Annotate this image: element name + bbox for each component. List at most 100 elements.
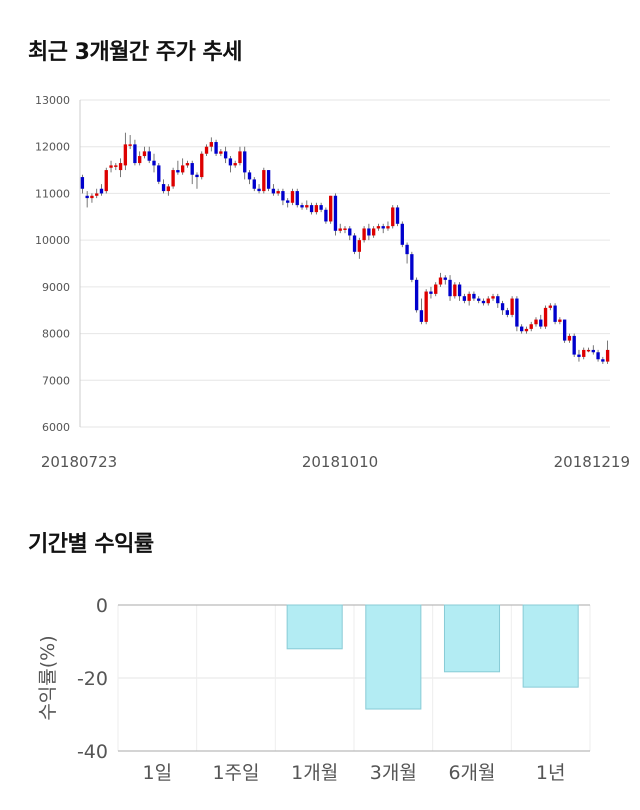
candle-body xyxy=(233,163,237,166)
x-tick-label: 6개월 xyxy=(448,762,495,784)
candle-body xyxy=(548,305,552,308)
y-tick-label: 8000 xyxy=(42,328,70,341)
y-tick-label: 9000 xyxy=(42,281,70,294)
y-tick-label: 11000 xyxy=(35,187,70,200)
candle-body xyxy=(114,165,118,167)
candle-body xyxy=(543,307,548,327)
x-tick-label: 3개월 xyxy=(370,762,417,784)
candle-body xyxy=(195,174,199,178)
y-tick-label: 0 xyxy=(96,595,108,617)
candle-body xyxy=(453,284,457,297)
candle-body xyxy=(448,279,452,297)
x-tick-label: 1주일 xyxy=(212,762,259,784)
candle-body xyxy=(424,291,428,322)
candle-body xyxy=(142,151,147,157)
candle-body xyxy=(553,305,557,322)
candle-body xyxy=(510,298,514,315)
candle-body xyxy=(572,335,576,355)
candle-body xyxy=(138,156,142,164)
candle-body xyxy=(381,226,385,229)
candle-body xyxy=(391,207,395,227)
candle-body xyxy=(524,328,529,332)
y-tick-label: 6000 xyxy=(42,421,70,434)
candle-body xyxy=(500,303,505,311)
candle-body xyxy=(462,296,467,301)
candle-body xyxy=(367,228,371,236)
candle-body xyxy=(228,158,233,166)
candle-body xyxy=(161,184,166,192)
candle-body xyxy=(104,170,108,192)
x-tick-label: 20181010 xyxy=(302,453,378,471)
candle-body xyxy=(266,170,271,189)
candle-body xyxy=(171,170,175,187)
candle-body xyxy=(586,349,591,352)
candle-body xyxy=(410,254,414,280)
candle-body xyxy=(558,319,562,322)
candle-body xyxy=(457,284,462,297)
candle-body xyxy=(133,144,137,164)
candle-body xyxy=(601,359,605,362)
candle-body xyxy=(386,226,390,229)
y-tick-label: 10000 xyxy=(35,234,70,247)
candle-body xyxy=(157,165,161,182)
y-axis-label: 수익률(%) xyxy=(37,635,59,720)
return-bar xyxy=(443,604,501,673)
period-return-title: 기간별 수익률 xyxy=(28,532,154,557)
candle-body xyxy=(539,319,543,327)
candle-body xyxy=(118,163,123,171)
x-tick-label: 20181219 xyxy=(554,453,630,471)
candle-body xyxy=(515,298,519,327)
candle-body xyxy=(295,191,299,206)
candle-body xyxy=(128,144,132,146)
candle-body xyxy=(371,228,376,236)
return-bar xyxy=(522,604,579,688)
candle-body xyxy=(505,310,510,315)
candle-body xyxy=(314,205,319,213)
candle-body xyxy=(238,151,242,164)
return-bar xyxy=(365,604,422,710)
candle-body xyxy=(290,191,295,203)
candle-body xyxy=(200,153,204,178)
candle-body xyxy=(529,324,533,329)
candle-body xyxy=(362,228,366,241)
candle-body xyxy=(472,293,476,299)
candle-body xyxy=(262,170,266,192)
candle-body xyxy=(305,205,309,208)
candle-body xyxy=(477,298,481,301)
candle-body xyxy=(534,319,538,325)
candle-body xyxy=(190,163,194,175)
candle-body xyxy=(176,170,180,173)
candle-body xyxy=(400,223,404,245)
candle-body xyxy=(271,188,276,194)
candle-body xyxy=(519,326,524,332)
candle-body xyxy=(352,235,357,252)
candle-body xyxy=(324,209,328,222)
candle-body xyxy=(185,163,190,166)
candle-body xyxy=(147,151,151,161)
candle-body xyxy=(329,195,333,222)
candle-body xyxy=(286,200,290,203)
return-bar-chart: 0 -20 -40 1일 1주일 1개월 3개월 6개월 1년 수익률(%) xyxy=(37,595,591,784)
candle-body xyxy=(591,349,595,353)
candle-body xyxy=(281,191,285,201)
y-tick-label: -20 xyxy=(77,668,108,690)
candle-body xyxy=(357,240,361,252)
candle-body xyxy=(419,310,424,322)
candle-body xyxy=(438,277,443,285)
candle-body xyxy=(123,144,128,166)
candle-body xyxy=(443,277,447,280)
candle-body xyxy=(300,205,304,208)
candle-body xyxy=(429,291,433,294)
candle-body xyxy=(95,193,99,196)
candle-body xyxy=(395,207,400,224)
candle-body xyxy=(405,244,409,255)
candle-body xyxy=(214,142,218,154)
candle-body xyxy=(491,296,495,299)
y-tick-label: 13000 xyxy=(35,94,70,107)
candle-body xyxy=(605,349,610,362)
candle-body xyxy=(582,349,586,357)
x-tick-label: 1개월 xyxy=(291,762,338,784)
candle-body xyxy=(562,319,567,341)
candle-body xyxy=(152,160,156,166)
candle-body xyxy=(180,165,185,173)
